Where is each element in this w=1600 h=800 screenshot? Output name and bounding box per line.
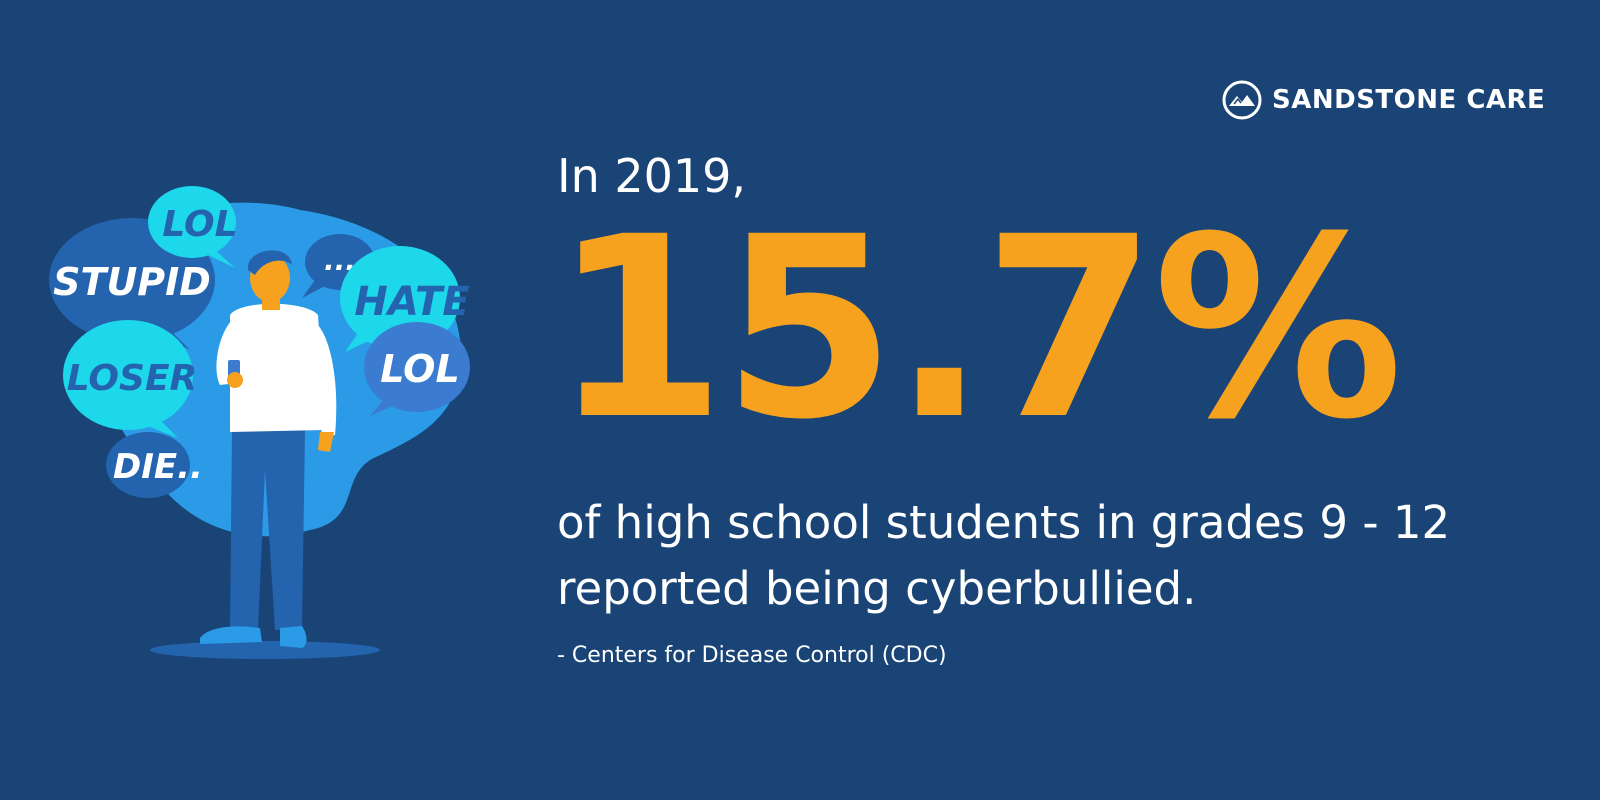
speech-bubble-lol-top: LOL <box>148 186 238 268</box>
bubble-word: DIE.. <box>113 447 203 487</box>
intro-text: In 2019, <box>557 149 747 203</box>
headline-stat: 15.7% <box>552 183 1403 474</box>
bubble-word: STUPID <box>53 260 211 304</box>
speech-bubble-die: DIE.. <box>106 432 203 498</box>
speech-bubble-lol-right: LOL <box>364 322 470 416</box>
ground-shadow <box>150 641 380 659</box>
cyberbullying-illustration: STUPID LOL ... HATE LOSER LOL DIE.. <box>49 186 470 659</box>
brand-name: SANDSTONE CARE <box>1272 85 1546 115</box>
description-line: of high school students in grades 9 - 12 <box>557 496 1451 549</box>
mountain-circle-icon <box>1222 80 1262 120</box>
bubble-word: LOSER <box>67 358 198 399</box>
bubble-word: LOL <box>380 347 459 391</box>
stat-description: of high school students in grades 9 - 12… <box>557 490 1517 622</box>
source-citation: - Centers for Disease Control (CDC) <box>557 643 947 668</box>
speech-bubble-loser: LOSER <box>63 320 197 438</box>
bubble-word: LOL <box>162 204 237 245</box>
description-line: reported being cyberbullied. <box>557 562 1197 615</box>
bubble-word: HATE <box>354 279 469 325</box>
person-figure <box>200 250 337 648</box>
brand-logo: SANDSTONE CARE <box>1222 80 1545 120</box>
